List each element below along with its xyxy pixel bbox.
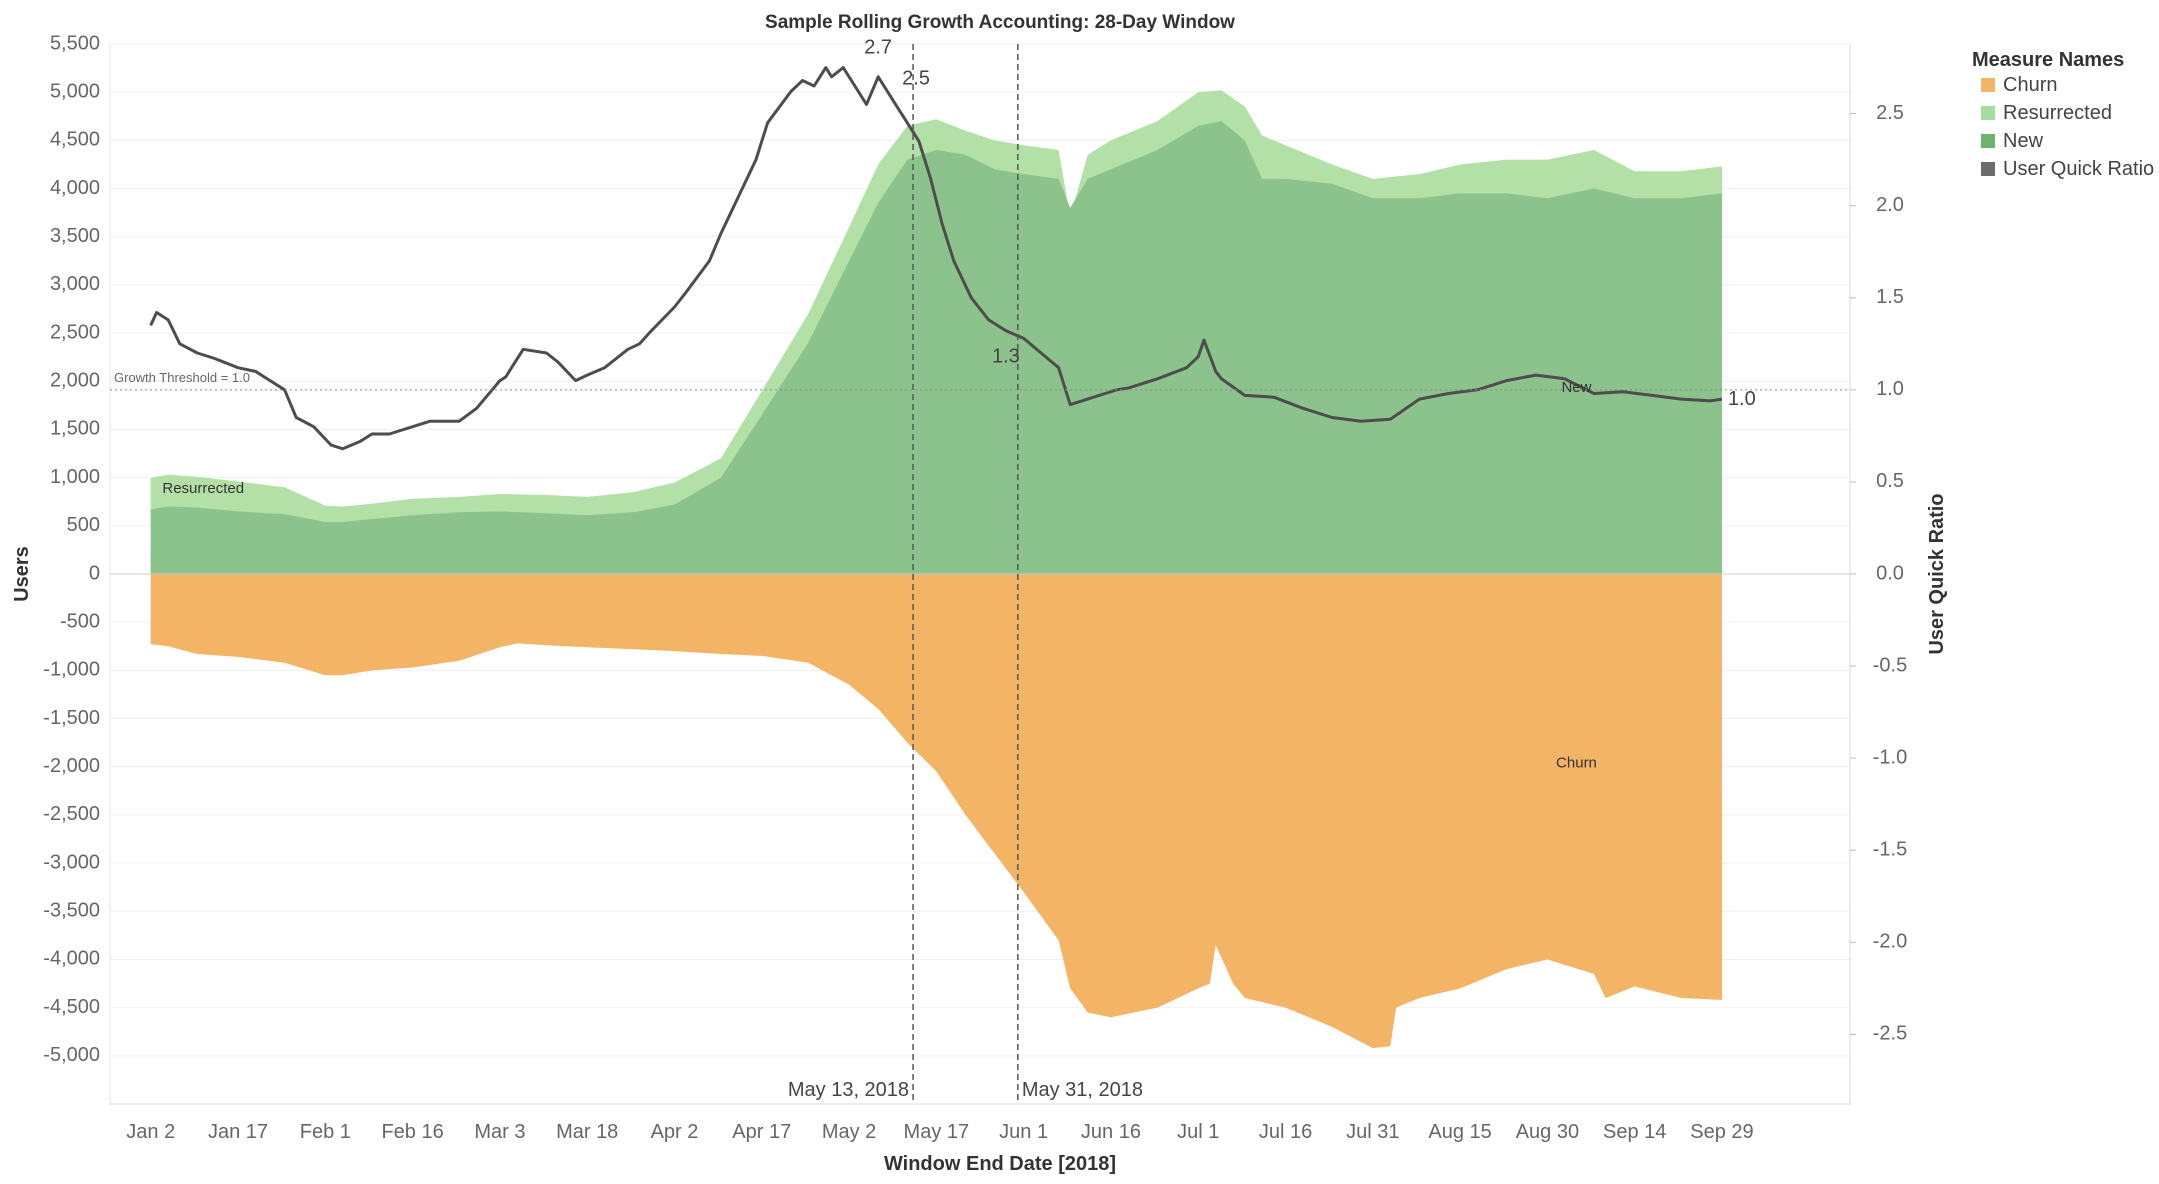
x-tick-label: Sep 14	[1603, 1121, 1666, 1143]
y-tick-label: 3,000	[50, 273, 100, 295]
y2-tick-label: -2.0	[1873, 931, 1907, 953]
y-axis-left: 5,500 5,000 4,500 4,000 3,500 3,000 2,500 2,000…	[43, 32, 100, 1066]
y2-tick-label: -1.5	[1873, 839, 1907, 861]
y-tick-label: -4,000	[43, 948, 100, 970]
y-tick-label: 2,000	[50, 370, 100, 392]
chart-title: Sample Rolling Growth Accounting: 28-Day…	[765, 12, 1235, 33]
mark-labels: 2.7 2.5 1.3 1.0 Resurrected New Churn	[162, 37, 1755, 772]
y2-tick-label: 1.0	[1876, 378, 1904, 400]
area-label-churn: Churn	[1556, 755, 1597, 772]
y-tick-label: 3,500	[50, 225, 100, 247]
y-tick-label: -2,500	[43, 803, 100, 825]
x-tick-label: Jan 17	[208, 1121, 268, 1143]
x-tick-label: May 17	[904, 1121, 970, 1143]
reference-line-label: May 31, 2018	[1022, 1079, 1143, 1101]
area-label-resurrected: Resurrected	[162, 480, 244, 497]
y2-tick-label: -1.0	[1873, 746, 1907, 768]
y2-tick-label: 0.0	[1876, 562, 1904, 584]
legend-swatch	[1981, 78, 1995, 92]
y-tick-label: -1,000	[43, 659, 100, 681]
y-tick-label: 2,500	[50, 321, 100, 343]
y2-tick-label: -0.5	[1873, 654, 1907, 676]
area-churn	[150, 574, 1723, 1049]
legend-label: User Quick Ratio	[2003, 158, 2154, 180]
x-tick-label: Jul 1	[1177, 1121, 1219, 1143]
legend-label: Resurrected	[2003, 102, 2112, 124]
y-tick-label: -2,000	[43, 755, 100, 777]
legend-label: Churn	[2003, 74, 2057, 96]
area-new	[150, 121, 1723, 574]
y2-tick-label: 1.5	[1876, 286, 1904, 308]
x-tick-label: Jun 16	[1081, 1121, 1141, 1143]
x-tick-label: Apr 17	[732, 1121, 791, 1143]
y-tick-label: -4,500	[43, 996, 100, 1018]
y-tick-label: -1,500	[43, 707, 100, 729]
y-tick-label: 5,500	[50, 32, 100, 54]
x-axis: Jan 2 Jan 17 Feb 1 Feb 16 Mar 3 Mar 18 Apr 2 Ap…	[110, 1103, 1850, 1143]
y-tick-label: 500	[67, 514, 100, 536]
y-tick-label: 4,000	[50, 177, 100, 199]
x-tick-label: Sep 29	[1690, 1121, 1753, 1143]
y-tick-label: 0	[89, 562, 100, 584]
quick-ratio-label: 2.7	[864, 37, 892, 59]
x-tick-label: Feb 1	[300, 1121, 351, 1143]
y-tick-label: -5,000	[43, 1044, 100, 1066]
y-tick-label: -3,500	[43, 900, 100, 922]
reference-lines: May 13, 2018 May 31, 2018	[788, 44, 1143, 1104]
legend-title: Measure Names	[1972, 49, 2124, 71]
y2-tick-label: -2.5	[1873, 1023, 1907, 1045]
x-tick-label: May 2	[822, 1121, 876, 1143]
y-tick-label: -3,000	[43, 851, 100, 873]
x-tick-label: Apr 2	[651, 1121, 699, 1143]
x-tick-label: Jun 1	[999, 1121, 1048, 1143]
y-axis-right: 2.5 2.0 1.5 1.0 0.5 0.0 -0.5 -1.0 -1.5 -2.0 -2.5	[1849, 44, 1907, 1104]
x-tick-label: Jul 31	[1346, 1121, 1399, 1143]
x-tick-label: Aug 30	[1516, 1121, 1579, 1143]
y-tick-label: 5,000	[50, 80, 100, 102]
x-tick-label: Jul 16	[1259, 1121, 1312, 1143]
x-tick-label: Feb 16	[381, 1121, 443, 1143]
quick-ratio-label: 2.5	[902, 67, 930, 89]
threshold-label: Growth Threshold = 1.0	[114, 370, 250, 385]
y2-tick-label: 2.0	[1876, 194, 1904, 216]
x-axis-title: Window End Date [2018]	[884, 1153, 1116, 1175]
y-tick-label: 1,500	[50, 418, 100, 440]
legend: Measure Names Churn Resurrected New User Qu…	[1972, 49, 2154, 180]
quick-ratio-path	[149, 66, 1723, 451]
y2-tick-label: 2.5	[1876, 102, 1904, 124]
y2-axis-title: User Quick Ratio	[1926, 493, 1948, 654]
legend-label: New	[2003, 130, 2044, 152]
y-tick-label: -500	[60, 610, 100, 632]
quick-ratio-label: 1.3	[992, 345, 1020, 367]
legend-swatch	[1981, 162, 1995, 176]
y-tick-label: 4,500	[50, 129, 100, 151]
quick-ratio-label: 1.0	[1728, 388, 1756, 410]
legend-swatch	[1981, 134, 1995, 148]
x-tick-label: Mar 18	[556, 1121, 618, 1143]
area-series	[150, 90, 1723, 1049]
y2-tick-label: 0.5	[1876, 470, 1904, 492]
growth-threshold: Growth Threshold = 1.0	[110, 370, 1850, 391]
x-tick-label: Jan 2	[126, 1121, 175, 1143]
y-tick-label: 1,000	[50, 466, 100, 488]
reference-line-label: May 13, 2018	[788, 1079, 909, 1101]
legend-swatch	[1981, 106, 1995, 120]
area-label-new: New	[1561, 379, 1591, 396]
quick-ratio-line	[149, 66, 1723, 451]
x-tick-label: Aug 15	[1428, 1121, 1491, 1143]
y-axis-title: Users	[11, 546, 33, 602]
x-tick-label: Mar 3	[474, 1121, 525, 1143]
